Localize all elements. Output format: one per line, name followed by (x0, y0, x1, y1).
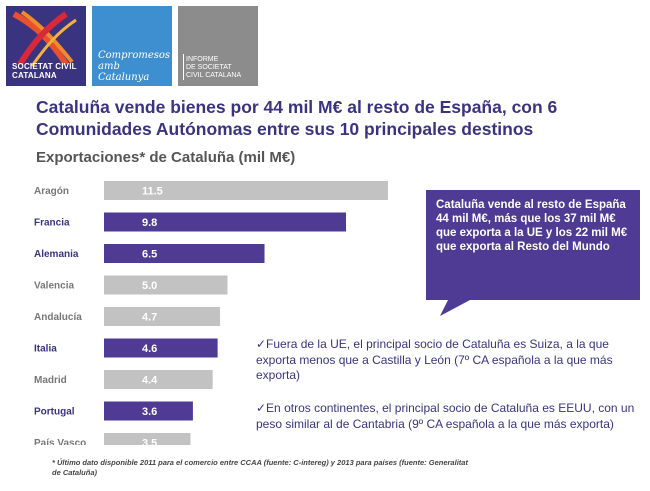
bar (104, 212, 347, 232)
inf-logo-line-3: CIVIL CATALANA (186, 72, 242, 79)
bar (104, 338, 218, 358)
category-label: Andalucía (34, 312, 82, 323)
category-label: Madrid (34, 375, 67, 386)
category-label: Portugal (34, 407, 75, 418)
informe-logo-divider (183, 54, 184, 80)
bar-value-label: 4.4 (142, 375, 158, 387)
chart-title: Exportaciones* de Cataluña (mil M€) (36, 149, 296, 166)
bar-value-label: 5.0 (142, 280, 157, 292)
category-label: Alemania (34, 249, 79, 260)
scc-logo-line-1: SOCIETAT CIVIL (12, 62, 77, 71)
bar-value-label: 3.6 (142, 406, 157, 418)
comp-logo-line-2: amb Catalunya (98, 61, 150, 83)
category-label: Francia (34, 218, 70, 229)
note-switzerland: ✓Fuera de la UE, el principal socio de C… (256, 337, 613, 382)
inf-logo-line-2: DE SOCIETAT (186, 64, 232, 71)
category-label: Aragón (34, 186, 69, 197)
callout-text: Cataluña vende al resto de España 44 mil… (436, 199, 628, 253)
category-label: Valencia (34, 281, 74, 292)
bar (104, 181, 388, 200)
compromesos-logo: Compromesos amb Catalunya (92, 6, 172, 86)
bar-value-label: 11.5 (142, 186, 163, 198)
bar (104, 275, 228, 295)
societat-civil-catalana-logo: SOCIETAT CIVIL CATALANA (6, 6, 86, 86)
comp-logo-line-1: Compromesos (98, 50, 171, 61)
inf-logo-line-1: INFORME (186, 56, 219, 63)
bar (104, 244, 265, 263)
bar-value-label: 6.5 (142, 249, 157, 261)
informe-logo: INFORME DE SOCIETAT CIVIL CATALANA (178, 6, 258, 86)
footnote: * Último dato disponible 2011 para el co… (52, 458, 468, 477)
exports-bar-chart: Aragón 11.5 Francia 9.8 Alemania 6.5 Valencia 5… (34, 181, 388, 446)
bar (104, 370, 213, 389)
note-usa: ✓En otros continentes, el principal soci… (256, 401, 635, 431)
bar-value-label: 4.6 (142, 343, 157, 355)
bar (104, 401, 193, 421)
category-label: País Vasco (34, 438, 86, 445)
scc-emblem-icon (12, 10, 77, 67)
category-label: Italia (34, 344, 57, 355)
bar (104, 307, 221, 326)
bar-value-label: 3.5 (142, 438, 157, 446)
bar-value-label: 4.7 (142, 312, 157, 324)
page-title: Cataluña vende bienes por 44 mil M€ al r… (36, 97, 558, 139)
bar (104, 433, 191, 445)
bar-value-label: 9.8 (142, 217, 157, 229)
scc-logo-line-2: CATALANA (12, 71, 57, 80)
